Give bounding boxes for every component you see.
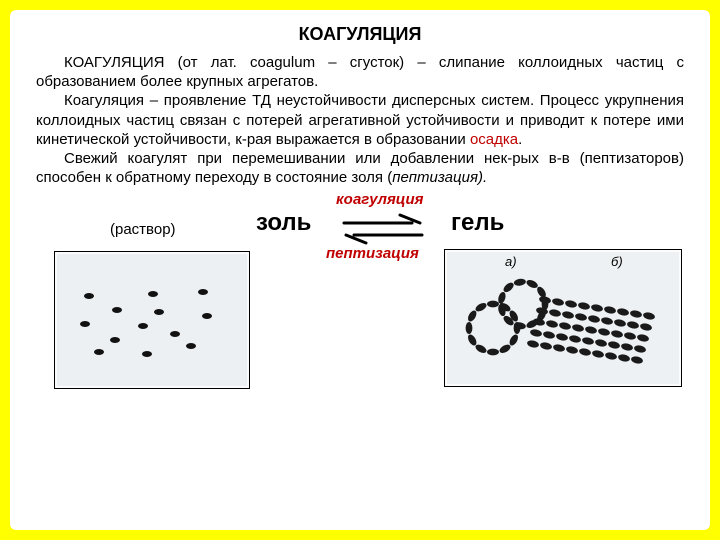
panel-sol	[54, 251, 250, 389]
gel-illustration: а) б)	[445, 250, 683, 388]
paragraph-2: Коагуляция – проявление ТД неустойчивост…	[36, 91, 684, 149]
p3-a: Свежий коагулят при перемешивании или до…	[36, 150, 684, 186]
svg-text:а): а)	[505, 254, 517, 269]
p2-c: .	[518, 131, 522, 148]
diagram-area: (раствор) коагуляция пептизация золь гел…	[36, 189, 684, 399]
p2-a: Коагуляция – проявление ТД неустойчивост…	[36, 92, 684, 147]
label-gel: гель	[451, 209, 504, 237]
p3-pept: пептизация).	[392, 169, 487, 186]
label-zol: золь	[256, 209, 311, 237]
paragraph-1: КОАГУЛЯЦИЯ (от лат. coagulum – сгусток) …	[36, 53, 684, 91]
label-coagulation: коагуляция	[336, 191, 424, 208]
label-rastvor: (раствор)	[110, 221, 176, 238]
sol-illustration	[55, 252, 251, 390]
slide-title: КОАГУЛЯЦИЯ	[36, 24, 684, 45]
svg-text:б): б)	[611, 254, 623, 269]
body-text: КОАГУЛЯЦИЯ (от лат. coagulum – сгусток) …	[36, 53, 684, 187]
p2-osadka: осадка	[470, 131, 518, 148]
paragraph-3: Свежий коагулят при перемешивании или до…	[36, 149, 684, 187]
slide-card: КОАГУЛЯЦИЯ КОАГУЛЯЦИЯ (от лат. coagulum …	[10, 10, 710, 530]
equilibrium-arrows-icon	[336, 209, 430, 249]
panel-gel: а) б)	[444, 249, 682, 387]
